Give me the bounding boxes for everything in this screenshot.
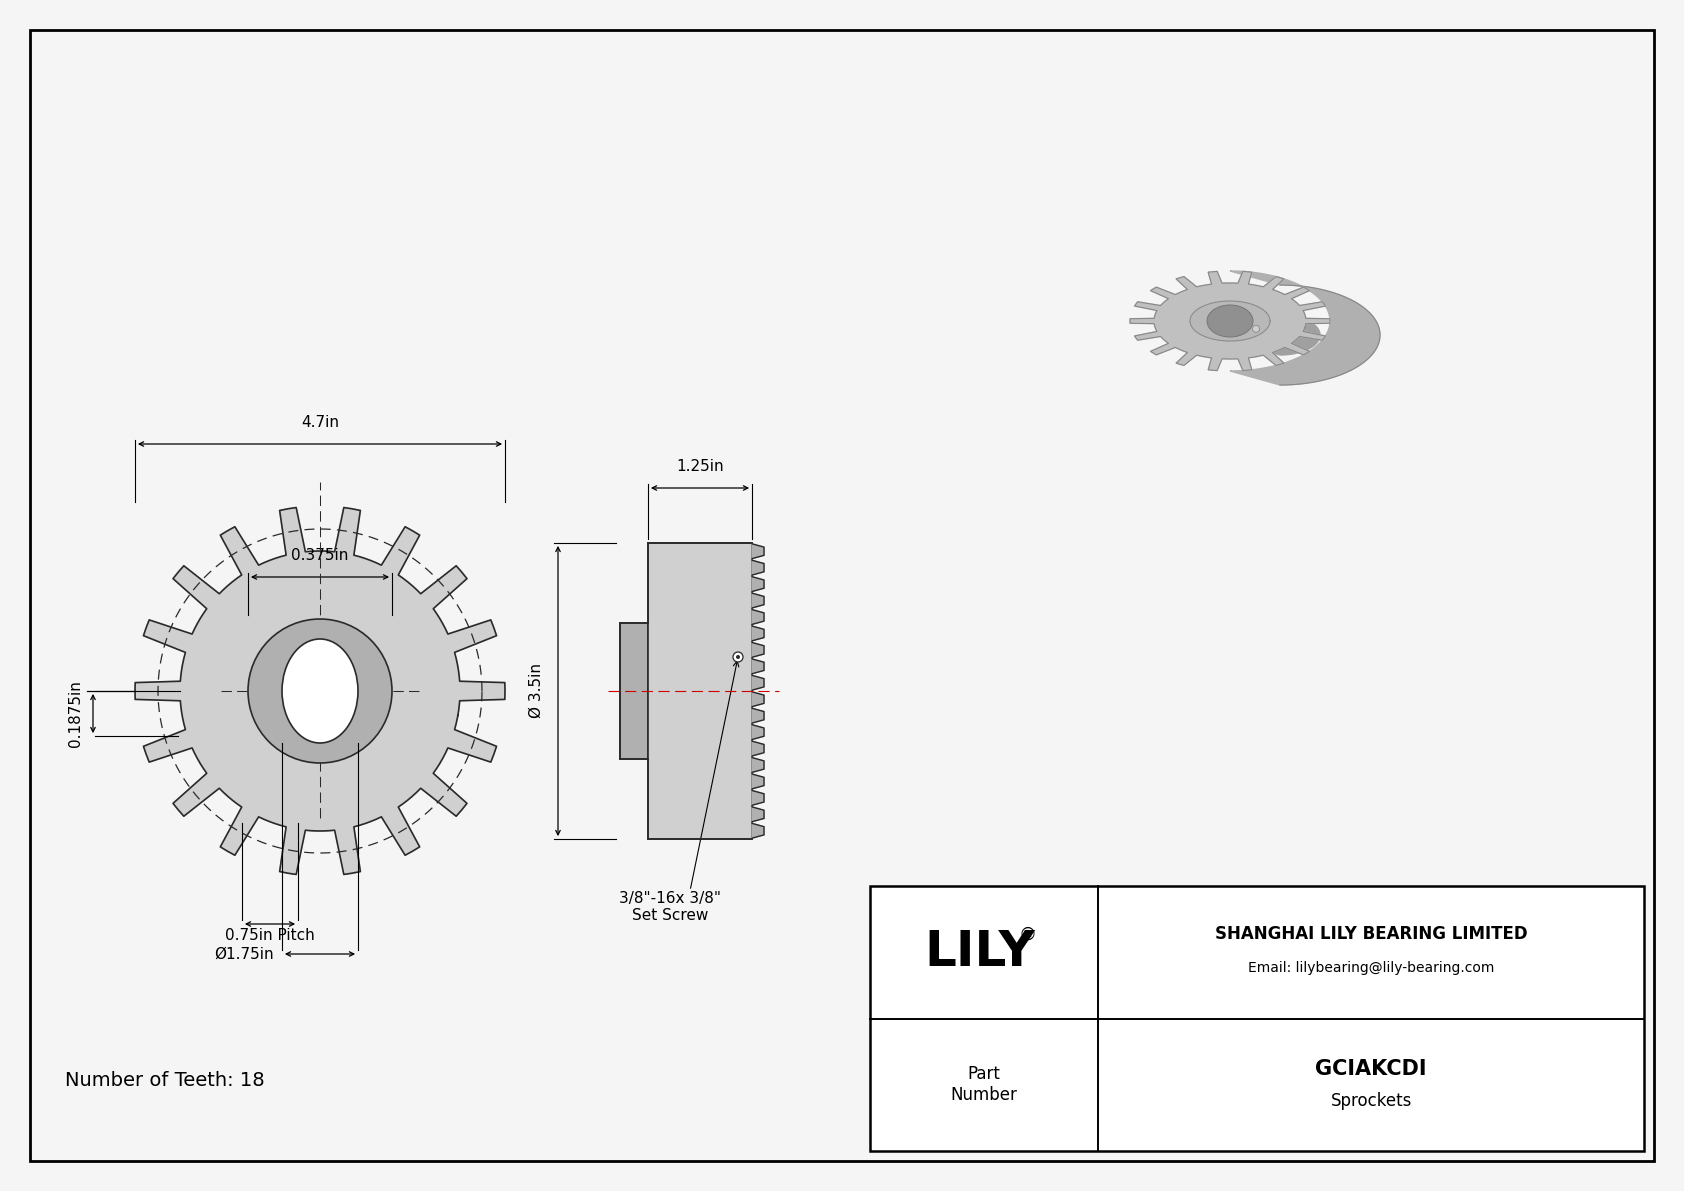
Text: GCIAKCDI: GCIAKCDI [1315, 1059, 1426, 1079]
Bar [620, 623, 648, 759]
Bar [648, 543, 753, 838]
Polygon shape [1191, 301, 1270, 341]
Bar [871, 886, 1644, 1151]
Ellipse shape [281, 640, 359, 743]
Text: Ø1.75in: Ø1.75in [214, 947, 274, 961]
Text: Email: lilybearing@lily-bearing.com: Email: lilybearing@lily-bearing.com [1248, 961, 1494, 975]
Text: 1.25in: 1.25in [677, 459, 724, 474]
Polygon shape [1229, 301, 1320, 355]
Polygon shape [135, 507, 505, 874]
Text: 3/8"-16x 3/8"
Set Screw: 3/8"-16x 3/8" Set Screw [620, 891, 721, 923]
Text: 0.1875in: 0.1875in [67, 680, 83, 747]
Text: ®: ® [1019, 925, 1036, 943]
Text: 0.75in Pitch: 0.75in Pitch [226, 928, 315, 943]
Text: Part
Number: Part Number [951, 1066, 1017, 1104]
Circle shape [248, 619, 392, 763]
Text: LILY: LILY [925, 928, 1036, 977]
Polygon shape [1229, 272, 1379, 385]
Circle shape [1253, 325, 1260, 332]
Text: Number of Teeth: 18: Number of Teeth: 18 [66, 1072, 264, 1091]
Text: Ø 3.5in: Ø 3.5in [529, 663, 544, 718]
Text: 0.375in: 0.375in [291, 548, 349, 563]
Text: SHANGHAI LILY BEARING LIMITED: SHANGHAI LILY BEARING LIMITED [1214, 925, 1527, 943]
Polygon shape [753, 543, 765, 838]
Circle shape [736, 655, 739, 659]
Text: 4.7in: 4.7in [301, 414, 338, 430]
Polygon shape [1130, 272, 1330, 370]
Circle shape [733, 651, 743, 662]
Text: Sprockets: Sprockets [1330, 1092, 1411, 1110]
Ellipse shape [1207, 305, 1253, 337]
